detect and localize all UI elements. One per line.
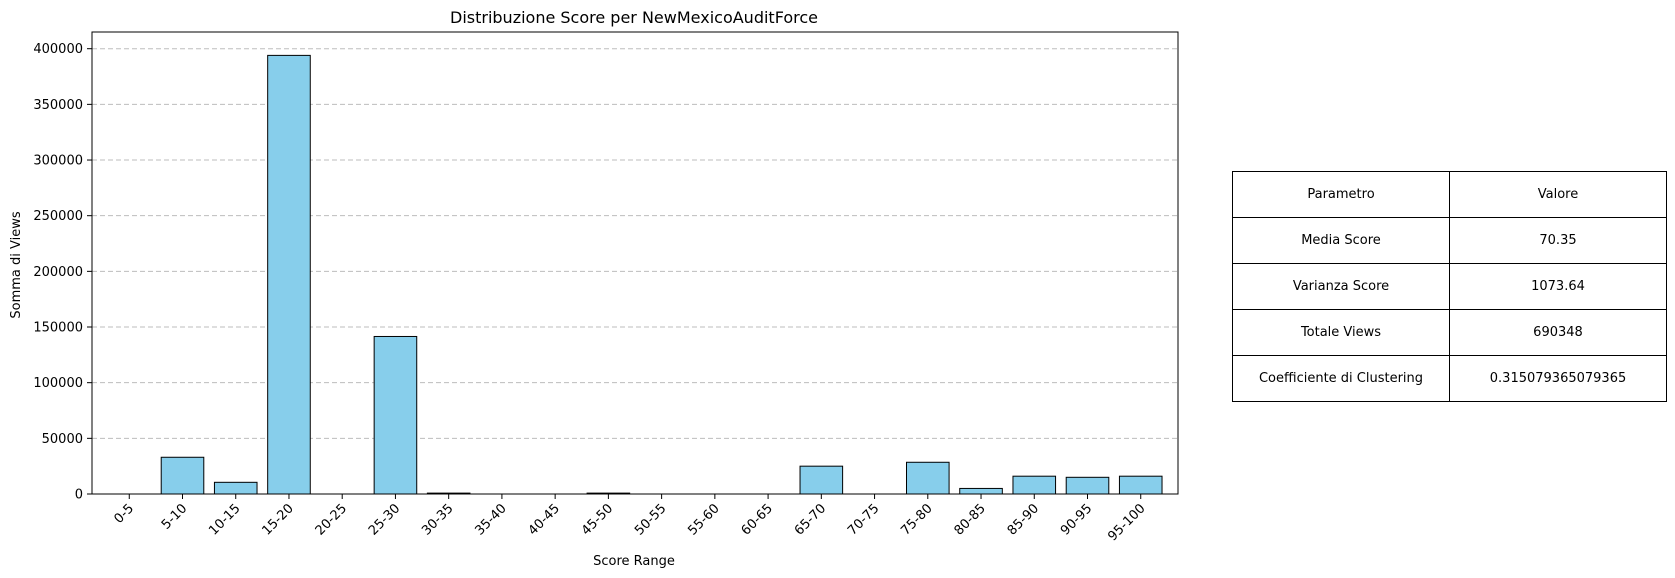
x-tick-label: 90-95 — [1058, 501, 1095, 538]
table-header-cell: Valore — [1449, 171, 1667, 218]
y-tick-label: 50000 — [42, 432, 83, 447]
chart-title: Distribuzione Score per NewMexicoAuditFo… — [450, 8, 818, 27]
stats-table: Parametro Valore Media Score 70.35 Varia… — [1232, 171, 1667, 402]
bar — [1118, 475, 1163, 495]
x-tick-label: 20-25 — [313, 501, 350, 538]
y-tick-label: 350000 — [33, 98, 83, 113]
bar — [906, 461, 950, 495]
y-axis-label: Somma di Views — [9, 211, 24, 318]
x-tick-label: 45-50 — [579, 501, 616, 538]
x-axis-label: Score Range — [593, 554, 675, 569]
x-tick-label: 40-45 — [526, 501, 563, 538]
bar — [373, 335, 418, 495]
x-tick-label: 95-100 — [1105, 501, 1148, 544]
table-cell: Totale Views — [1232, 309, 1450, 356]
table-cell: 0.315079365079365 — [1449, 355, 1667, 402]
x-tick-label: 65-70 — [792, 501, 829, 538]
x-axis-ticks: 0-5 5-10 10-15 15-20 20-25 25-30 30-35 35-40 40-… — [111, 494, 1149, 544]
bars — [160, 54, 1163, 495]
table-cell: Media Score — [1232, 217, 1450, 264]
table-cell: Coefficiente di Clustering — [1232, 355, 1450, 402]
x-tick-label: 5-10 — [159, 501, 190, 532]
bar — [160, 456, 205, 495]
bar — [1065, 476, 1110, 495]
y-tick-label: 250000 — [33, 209, 83, 224]
x-tick-label: 80-85 — [952, 501, 989, 538]
x-tick-label: 15-20 — [259, 501, 296, 538]
bar — [799, 465, 844, 495]
table-row: Coefficiente di Clustering 0.31507936507… — [1232, 355, 1667, 402]
y-tick-label: 200000 — [33, 265, 83, 280]
x-tick-label: 0-5 — [111, 501, 137, 527]
grid-lines — [92, 48, 1178, 495]
table-header-row: Parametro Valore — [1232, 171, 1667, 218]
y-tick-label: 300000 — [33, 154, 83, 169]
table-cell: 1073.64 — [1449, 263, 1667, 310]
table-cell: 70.35 — [1449, 217, 1667, 264]
y-tick-label: 0 — [75, 488, 83, 503]
x-tick-label: 10-15 — [206, 501, 243, 538]
plot-frame — [91, 31, 1179, 495]
x-tick-label: 35-40 — [472, 501, 509, 538]
y-tick-label: 100000 — [33, 376, 83, 391]
bar — [959, 487, 1003, 495]
bar — [213, 481, 258, 495]
bar — [1012, 475, 1057, 495]
x-tick-label: 50-55 — [632, 501, 669, 538]
x-tick-label: 25-30 — [366, 501, 403, 538]
table-cell: Varianza Score — [1232, 263, 1450, 310]
x-tick-label: 75-80 — [898, 501, 935, 538]
x-tick-label: 85-90 — [1005, 501, 1042, 538]
table-row: Media Score 70.35 — [1232, 217, 1667, 264]
bar — [267, 54, 311, 495]
table-row: Varianza Score 1073.64 — [1232, 263, 1667, 310]
y-axis-ticks: 0 50000 100000 150000 200000 250000 300000 3500… — [33, 42, 92, 503]
x-tick-label: 70-75 — [845, 501, 882, 538]
table-header-cell: Parametro — [1232, 171, 1450, 218]
y-tick-label: 150000 — [33, 321, 83, 336]
x-tick-label: 30-35 — [419, 501, 456, 538]
x-tick-label: 60-65 — [739, 501, 776, 538]
y-tick-label: 400000 — [33, 42, 83, 57]
table-row: Totale Views 690348 — [1232, 309, 1667, 356]
bar-chart: 0 50000 100000 150000 200000 250000 300000 3500… — [9, 8, 1179, 569]
x-tick-label: 55-60 — [685, 501, 722, 538]
table-cell: 690348 — [1449, 309, 1667, 356]
